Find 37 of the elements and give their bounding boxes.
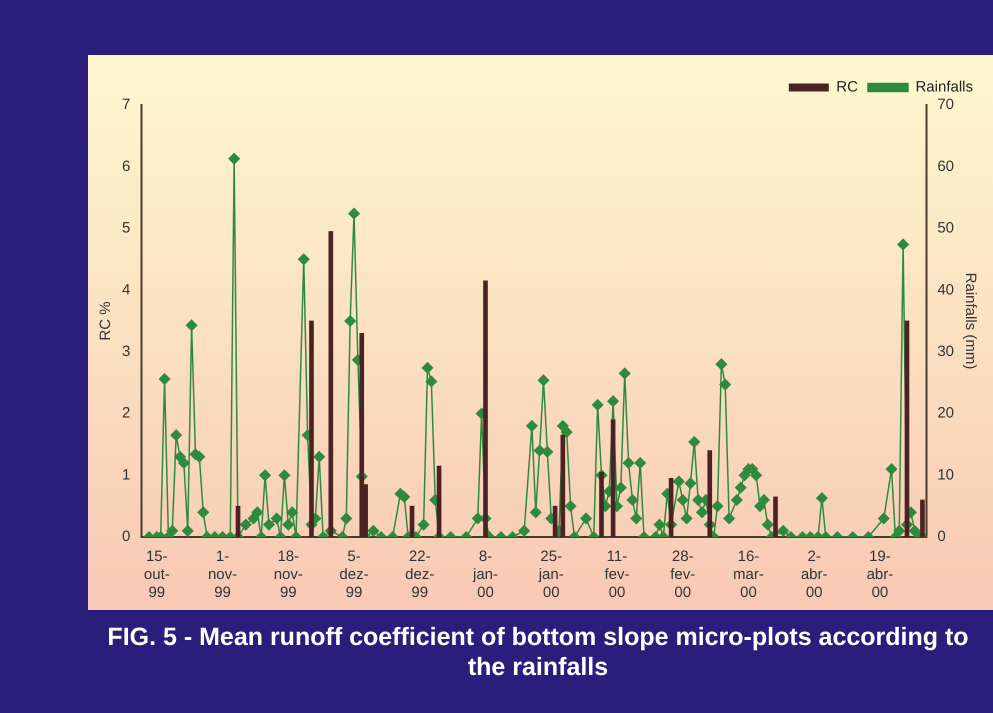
y2-axis-title: Rainfalls (mm) [962, 272, 979, 370]
y-tick-label: 7 [122, 96, 130, 114]
y-tick-label: 1 [122, 466, 130, 484]
x-tick-label: 15-out-99 [144, 548, 170, 602]
y2-tick-label: 50 [937, 220, 954, 237]
x-tick-label: 22-dez-99 [405, 548, 434, 602]
legend-label: Rainfalls [915, 78, 974, 96]
x-tick-label: 1-nov-99 [208, 548, 238, 602]
y2-tick-label: 10 [937, 466, 954, 484]
x-tick-label: 11-fev-00 [604, 548, 630, 602]
y-tick-label: 6 [122, 158, 130, 175]
y2-tick-label: 60 [937, 158, 954, 175]
x-tick-label: 25-jan-00 [538, 548, 564, 602]
bar [552, 506, 558, 537]
y2-tick-label: 0 [937, 528, 946, 546]
text: FIG. 5 - Mean runoff coefficient of bottom slope micro-plots according to the rainfalls [106, 622, 970, 682]
x-tick-label: 5-dez-99 [339, 548, 369, 602]
x-tick-label: 16-mar-00 [733, 548, 764, 602]
y-axis-title: RC % [97, 301, 114, 341]
x-tick-label: 28-fev-00 [670, 548, 696, 602]
x-tick-label: 2-abr-00 [800, 548, 828, 602]
y-tick-label: 5 [122, 220, 130, 237]
y2-tick-label: 20 [937, 404, 954, 422]
bar [410, 506, 414, 537]
x-tick-label: 8-jan-00 [472, 548, 498, 602]
y-tick-label: 0 [122, 528, 130, 546]
bar [920, 500, 925, 537]
y-tick-label: 3 [122, 343, 130, 360]
y-tick-label: 2 [122, 404, 130, 422]
x-tick-label: 18-nov-99 [274, 548, 303, 602]
y2-tick-label: 70 [937, 96, 954, 114]
x-tick-label: 19-abr-00 [866, 548, 894, 602]
y-tick-label: 4 [122, 281, 130, 298]
legend-label: RC [836, 78, 858, 96]
y2-tick-label: 30 [937, 343, 954, 360]
bar [773, 496, 778, 537]
y2-tick-label: 40 [937, 281, 954, 298]
